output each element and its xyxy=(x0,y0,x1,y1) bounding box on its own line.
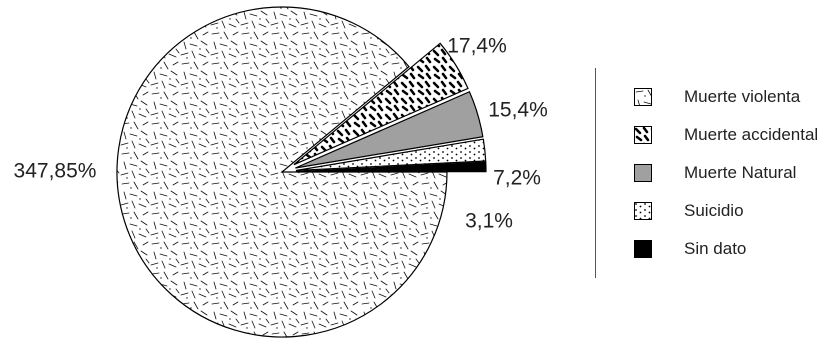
legend-label: Muerte Natural xyxy=(684,163,797,182)
pie-slice-sin-dato xyxy=(295,161,487,173)
suicidio-swatch-icon xyxy=(634,202,652,220)
pie-chart: 347,85% 17,4% 15,4% 7,2% 3,1% xyxy=(14,6,548,338)
legend: Muerte violenta Muerte accidental Muerte… xyxy=(595,68,835,278)
legend-label: Suicidio xyxy=(684,201,744,220)
slice-percent-label: 3,1% xyxy=(465,210,513,233)
legend-label: Muerte violenta xyxy=(684,87,801,106)
slice-percent-label: 15,4% xyxy=(488,99,548,122)
muerte-violenta-swatch-icon xyxy=(634,88,652,106)
legend-label: Muerte accidental xyxy=(684,125,819,144)
slice-percent-label: 7,2% xyxy=(493,167,541,190)
legend-item-sin-dato: Sin dato xyxy=(634,237,746,261)
slice-percent-label: 347,85% xyxy=(14,160,97,183)
pie-slice-muerte-violenta xyxy=(116,6,448,338)
legend-label: Sin dato xyxy=(684,239,747,258)
sin-dato-swatch-icon xyxy=(634,240,652,258)
legend-item-muerte-accidental: Muerte accidental xyxy=(634,123,818,147)
pie-slice-muerte-accidental xyxy=(293,42,469,166)
slice-percent-label: 17,4% xyxy=(447,35,507,58)
muerte-accidental-swatch-icon xyxy=(634,126,652,144)
legend-item-suicidio: Suicidio xyxy=(634,199,744,223)
muerte-natural-swatch-icon xyxy=(634,164,652,182)
pie-slice-muerte-natural xyxy=(295,90,484,169)
legend-item-muerte-natural: Muerte Natural xyxy=(634,161,796,185)
legend-item-muerte-violenta: Muerte violenta xyxy=(634,85,800,109)
pie-slice-suicidio xyxy=(295,138,487,172)
